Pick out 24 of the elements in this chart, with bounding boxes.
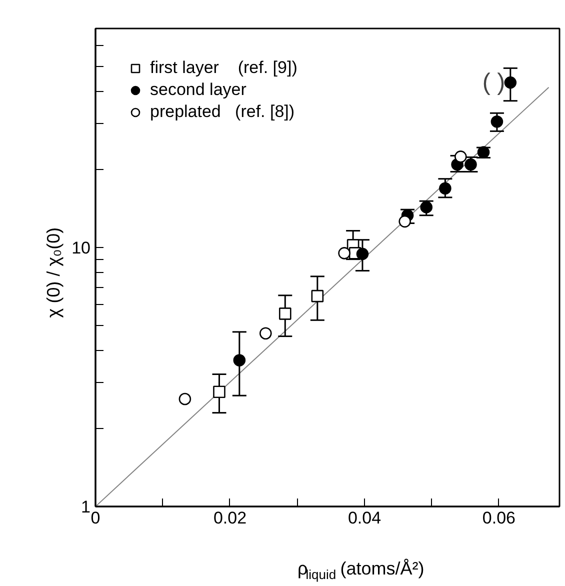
y-tick-label: 1 xyxy=(81,498,91,516)
point xyxy=(233,354,246,366)
point xyxy=(278,308,292,320)
y-axis-title: χ (0) / χ₀(0) xyxy=(44,227,64,318)
point xyxy=(356,248,369,260)
point xyxy=(311,290,324,302)
point xyxy=(490,115,504,128)
point xyxy=(213,386,226,398)
point xyxy=(398,215,411,228)
point xyxy=(439,182,452,195)
point xyxy=(504,76,517,89)
point xyxy=(454,150,467,163)
x-tick-label: 0 xyxy=(90,508,100,528)
y-tick-label: 10 xyxy=(72,238,91,258)
x-tick-label: 0.06 xyxy=(482,508,516,528)
x-tick-label: 0.04 xyxy=(348,508,382,528)
legend-label: second layer xyxy=(150,80,246,100)
legend-label: first layer (ref. [9]) xyxy=(150,58,298,78)
point xyxy=(420,201,432,214)
point xyxy=(178,392,192,406)
annotation: ( ) xyxy=(482,69,506,96)
x-tick-label: 0.02 xyxy=(213,508,247,528)
legend-label: preplated (ref. [8]) xyxy=(150,102,295,122)
point xyxy=(259,327,272,340)
